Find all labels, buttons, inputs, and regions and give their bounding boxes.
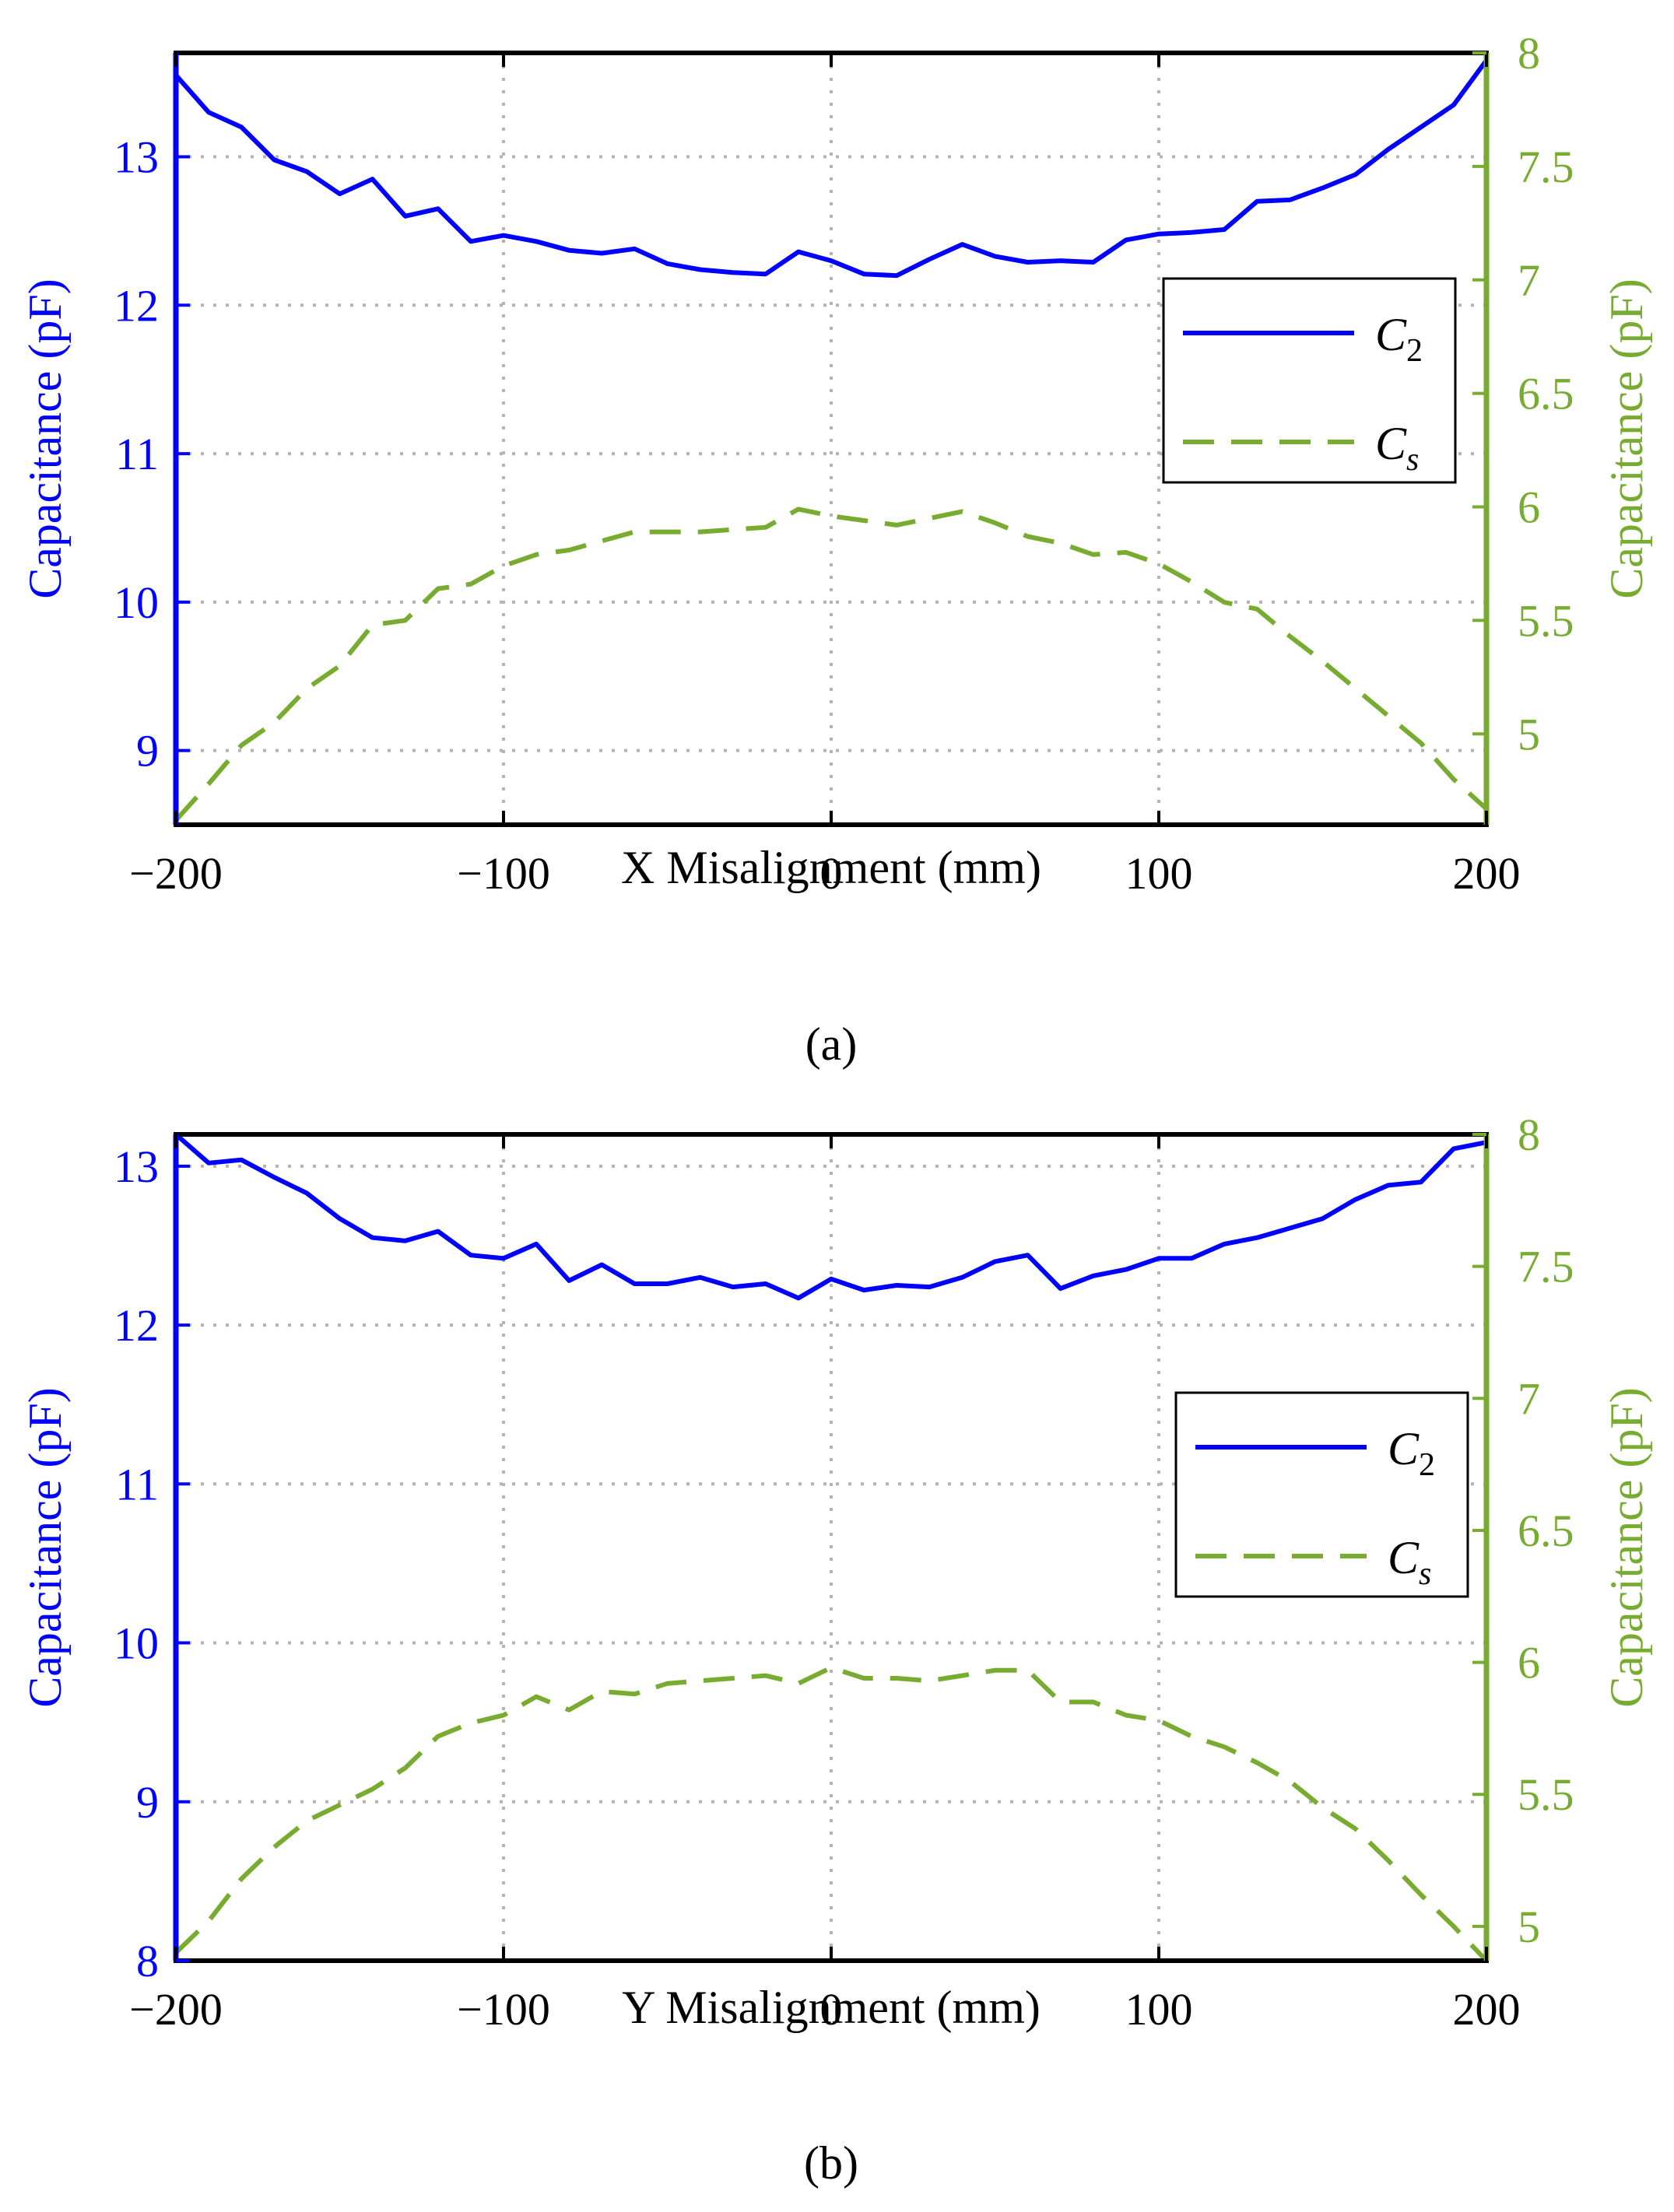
- x-tick-label: 100: [1125, 848, 1193, 899]
- left-y-tick-label: 12: [114, 1300, 159, 1351]
- tick-marks: [174, 51, 1488, 825]
- right-y-tick-label: 5: [1518, 709, 1540, 759]
- left-y-tick-label: 13: [114, 132, 159, 183]
- chart-panel-a: −200 −100 0 100 200 9 10 11 12 13 5 5.5 6 6.5 7 7.5 8 X …: [19, 28, 1652, 1070]
- tick-marks: [174, 1133, 1488, 1962]
- legend-label-cs: Cs: [1375, 418, 1419, 478]
- left-y-tick-label: 12: [114, 280, 159, 331]
- legend-box: [1174, 1391, 1469, 1598]
- x-axis-label: Y Misalignment (mm): [622, 1982, 1041, 2033]
- legend-label-subscript: 2: [1406, 333, 1423, 369]
- left-y-tick-label: 8: [136, 1936, 159, 1986]
- series-line-cs: [174, 507, 1489, 822]
- left-y-tick-label: 11: [115, 429, 159, 479]
- legend-label-subscript: s: [1406, 442, 1419, 478]
- tick-labels: −200 −100 0 100 200 8 9 10 11 12 13 5 5.5 6 6.5 7 7.5 8: [114, 1110, 1574, 2035]
- right-y-tick-label: 6: [1518, 482, 1540, 533]
- series-lines: [174, 58, 1489, 822]
- right-y-tick-label: 8: [1518, 1110, 1540, 1160]
- gridlines: [176, 1134, 1486, 1961]
- legend-box: [1162, 277, 1457, 484]
- right-y-tick-label: 5: [1518, 1902, 1540, 1952]
- right-y-axis-label: Capacitance (pF): [1601, 279, 1652, 598]
- x-tick-label: −200: [129, 848, 223, 899]
- right-y-tick-label: 6.5: [1518, 369, 1574, 419]
- x-tick-label: −100: [457, 848, 550, 899]
- x-tick-label: −100: [457, 1984, 550, 2035]
- x-tick-label: 200: [1453, 1984, 1521, 2035]
- x-tick-label: −200: [129, 1984, 223, 2035]
- right-y-tick-label: 7.5: [1518, 142, 1574, 192]
- gridlines: [176, 53, 1486, 825]
- right-y-tick-label: 6.5: [1518, 1506, 1574, 1556]
- x-tick-label: 0: [820, 1984, 843, 2035]
- x-tick-label: 100: [1125, 1984, 1193, 2035]
- series-line-c2: [174, 58, 1489, 279]
- legend-label-base: C: [1375, 418, 1407, 469]
- left-y-tick-label: 9: [136, 726, 159, 776]
- legend-label-subscript: s: [1419, 1556, 1431, 1592]
- legend-label-c2: C2: [1388, 1423, 1435, 1483]
- series-line-c2: [174, 1132, 1487, 1301]
- x-axis-label: X Misalignment (mm): [621, 842, 1041, 893]
- legend-label-base: C: [1388, 1423, 1420, 1474]
- right-y-tick-label: 7: [1518, 255, 1540, 306]
- left-y-tick-label: 10: [114, 577, 159, 628]
- right-y-tick-label: 7: [1518, 1373, 1540, 1424]
- legend-label-base: C: [1375, 309, 1407, 360]
- legend-label-cs: Cs: [1388, 1532, 1431, 1592]
- right-y-tick-label: 5.5: [1518, 595, 1574, 646]
- right-y-tick-label: 6: [1518, 1638, 1540, 1688]
- right-y-axis-label: Capacitance (pF): [1601, 1387, 1652, 1707]
- panel-caption: (a): [805, 1018, 858, 1070]
- left-y-axis-label: Capacitance (pF): [19, 1387, 71, 1707]
- right-y-tick-label: 8: [1518, 28, 1540, 79]
- right-y-tick-label: 7.5: [1518, 1242, 1574, 1292]
- left-y-tick-label: 9: [136, 1777, 159, 1828]
- left-y-tick-label: 11: [115, 1459, 159, 1509]
- tick-labels: −200 −100 0 100 200 9 10 11 12 13 5 5.5 6 6.5 7 7.5 8: [114, 28, 1574, 899]
- legend-label-base: C: [1388, 1532, 1420, 1583]
- legend-label-subscript: 2: [1419, 1447, 1435, 1483]
- series-line-cs: [174, 1665, 1489, 1963]
- x-tick-label: 200: [1453, 848, 1521, 899]
- left-y-tick-label: 13: [114, 1141, 159, 1192]
- x-tick-label: 0: [820, 848, 843, 899]
- legend-label-c2: C2: [1375, 309, 1423, 369]
- chart-panel-b: −200 −100 0 100 200 8 9 10 11 12 13 5 5.5 6 6.5 7 7.5 8 Y…: [19, 1110, 1652, 2189]
- series-lines: [174, 1132, 1489, 1963]
- panel-caption: (b): [804, 2137, 858, 2189]
- left-y-axis-label: Capacitance (pF): [19, 279, 71, 598]
- right-y-tick-label: 5.5: [1518, 1769, 1574, 1820]
- left-y-tick-label: 10: [114, 1618, 159, 1669]
